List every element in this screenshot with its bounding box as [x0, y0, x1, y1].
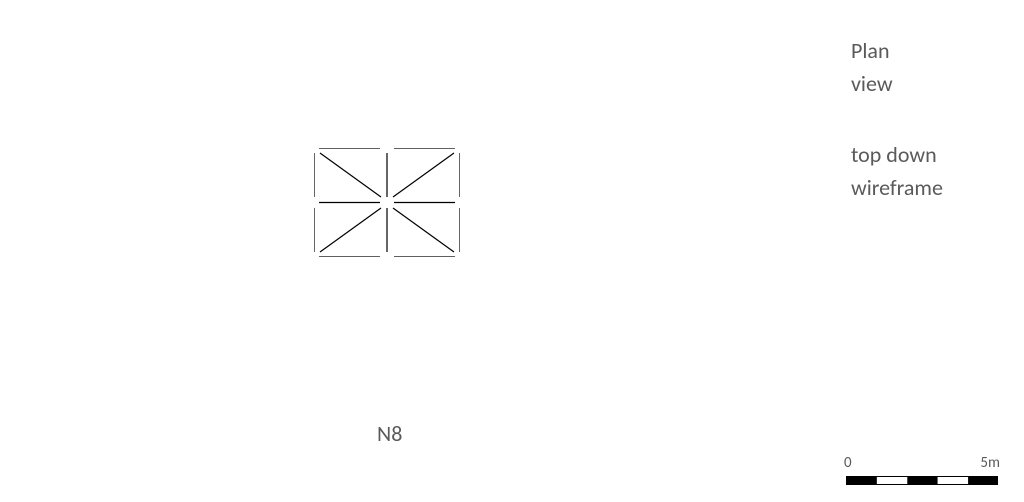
title-line-1: Plan: [851, 34, 943, 67]
scale-label-start: 0: [844, 454, 852, 472]
scale-bar-svg: [846, 476, 998, 486]
title-line-2: view: [851, 67, 943, 100]
wireframe-diagram: [314, 148, 460, 262]
wireframe-svg: [314, 148, 460, 257]
diagram-label: N8: [377, 420, 402, 447]
title-block: Plan view top down wireframe: [851, 34, 943, 204]
scale-bar: 0 5m: [846, 454, 998, 491]
title-line-3: top down: [851, 138, 943, 171]
title-line-4: wireframe: [851, 171, 943, 204]
scale-label-end: 5m: [980, 454, 1000, 472]
